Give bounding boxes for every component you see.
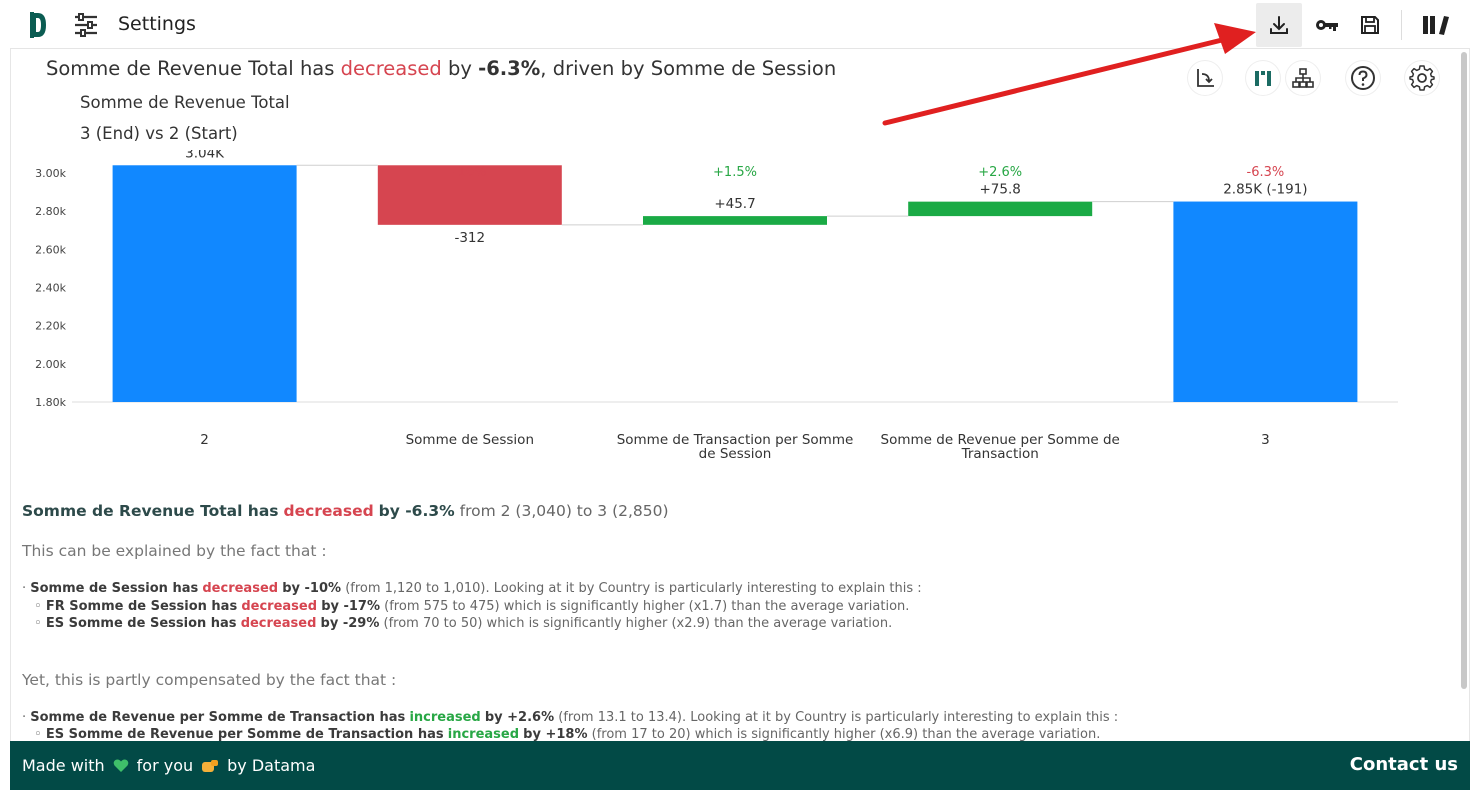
heart-icon (113, 759, 128, 772)
bar-pct-label: -10% (453, 165, 487, 180)
hierarchy-icon (1292, 68, 1314, 88)
bar-value-label: 2.85K (-191) (1223, 182, 1307, 198)
waterfall-chart: 3.00k 2.80k 2.60k 2.40k 2.20k 2.00k 1.80k 3.04K… (35, 150, 1398, 462)
bar-pct-label: -6.3% (1247, 165, 1285, 180)
summary-by: by -6.3% (378, 502, 455, 520)
help-icon (1351, 66, 1375, 90)
footer-for-you: for you (136, 756, 194, 775)
hierarchy-view-button[interactable] (1285, 60, 1321, 96)
x-category-label: Transaction (961, 446, 1039, 462)
axis-toggle-button[interactable] (1187, 60, 1223, 96)
waterfall-icon (1255, 71, 1271, 86)
explain-bullet-1: · Somme de Session has decreased by -10%… (22, 581, 922, 596)
datama-logo[interactable] (28, 10, 50, 40)
waterfall-bar (643, 216, 827, 225)
compensate-bullet-2: ◦ ES Somme de Revenue per Somme de Trans… (34, 727, 1101, 742)
chart-settings-button[interactable] (1404, 60, 1440, 96)
x-category-label: Somme de Transaction per Somme (617, 432, 854, 448)
bar-pct-label: +2.6% (978, 165, 1022, 180)
chart-title: Somme de Revenue Total (80, 93, 290, 112)
summary-detail: from 2 (3,040) to 3 (2,850) (459, 502, 669, 520)
x-category-label: Somme de Session (406, 432, 534, 448)
bar-value-label: -312 (454, 230, 485, 246)
compensate-bullet-1: · Somme de Revenue per Somme de Transact… (22, 710, 1119, 725)
y-tick-label: 3.00k (35, 167, 66, 180)
library-icon (1423, 16, 1449, 35)
x-category-label: 2 (200, 432, 209, 448)
explain-intro: This can be explained by the fact that : (22, 542, 327, 560)
summary-metric: Somme de Revenue Total has (22, 502, 279, 520)
waterfall-bar (377, 165, 562, 225)
compensate-intro: Yet, this is partly compensated by the f… (22, 671, 397, 689)
key-icon (1316, 20, 1338, 31)
save-button[interactable] (1347, 3, 1393, 47)
toolbar-divider (1401, 10, 1402, 40)
chart-subtitle: 3 (End) vs 2 (Start) (80, 124, 238, 143)
headline-direction: decreased (340, 57, 442, 80)
app-frame (10, 0, 1470, 790)
headline: Somme de Revenue Total has decreased by … (46, 57, 836, 80)
y-tick-label: 1.80k (35, 396, 66, 409)
y-tick-label: 2.40k (35, 281, 66, 294)
x-category-label: 3 (1261, 432, 1270, 448)
footer: Made with for you by Datama Contact us (10, 741, 1470, 790)
fist-bump-icon (202, 759, 219, 772)
gear-icon (1409, 65, 1435, 91)
x-category-label: de Session (699, 446, 772, 462)
waterfall-bar (1173, 201, 1358, 402)
save-icon (1361, 16, 1379, 34)
headline-has: has (299, 57, 335, 80)
headline-pct: -6.3% (478, 57, 541, 80)
bar-value-label: 3.04K (185, 150, 225, 161)
library-button[interactable] (1413, 3, 1459, 47)
explain-bullet-2: ◦ FR Somme de Session has decreased by -… (34, 599, 910, 614)
download-button[interactable] (1256, 3, 1302, 47)
download-icon (1270, 16, 1288, 34)
bar-value-label: +45.7 (714, 196, 755, 212)
axis-icon (1197, 69, 1214, 87)
y-tick-label: 2.80k (35, 205, 66, 218)
waterfall-bar (112, 165, 297, 402)
x-category-label: Somme de Revenue per Somme de (881, 432, 1120, 448)
key-button[interactable] (1304, 3, 1350, 47)
explain-bullet-3: ◦ ES Somme de Session has decreased by -… (34, 616, 893, 631)
y-tick-label: 2.60k (35, 243, 66, 256)
summary-line: Somme de Revenue Total has decreased by … (22, 502, 669, 520)
waterfall-bar (908, 201, 1093, 217)
y-tick-label: 2.00k (35, 358, 66, 371)
y-tick-label: 2.20k (35, 320, 66, 333)
settings-sliders-icon[interactable] (73, 12, 99, 38)
footer-by-datama: by Datama (227, 756, 316, 775)
waterfall-view-button[interactable] (1245, 60, 1281, 96)
headline-by: by (447, 57, 472, 80)
headline-driven: , driven by Somme de Session (540, 57, 837, 80)
contact-us-link[interactable]: Contact us (1349, 754, 1458, 775)
footer-made-with: Made with (22, 756, 105, 775)
bar-value-label: +75.8 (980, 182, 1021, 198)
headline-metric: Somme de Revenue Total (46, 57, 294, 80)
help-button[interactable] (1345, 60, 1381, 96)
content-scrollbar[interactable] (1461, 52, 1467, 689)
settings-label[interactable]: Settings (118, 13, 196, 35)
bar-pct-label: +1.5% (713, 165, 757, 180)
summary-direction: decreased (283, 502, 374, 520)
footer-credits: Made with for you by Datama (22, 756, 315, 775)
